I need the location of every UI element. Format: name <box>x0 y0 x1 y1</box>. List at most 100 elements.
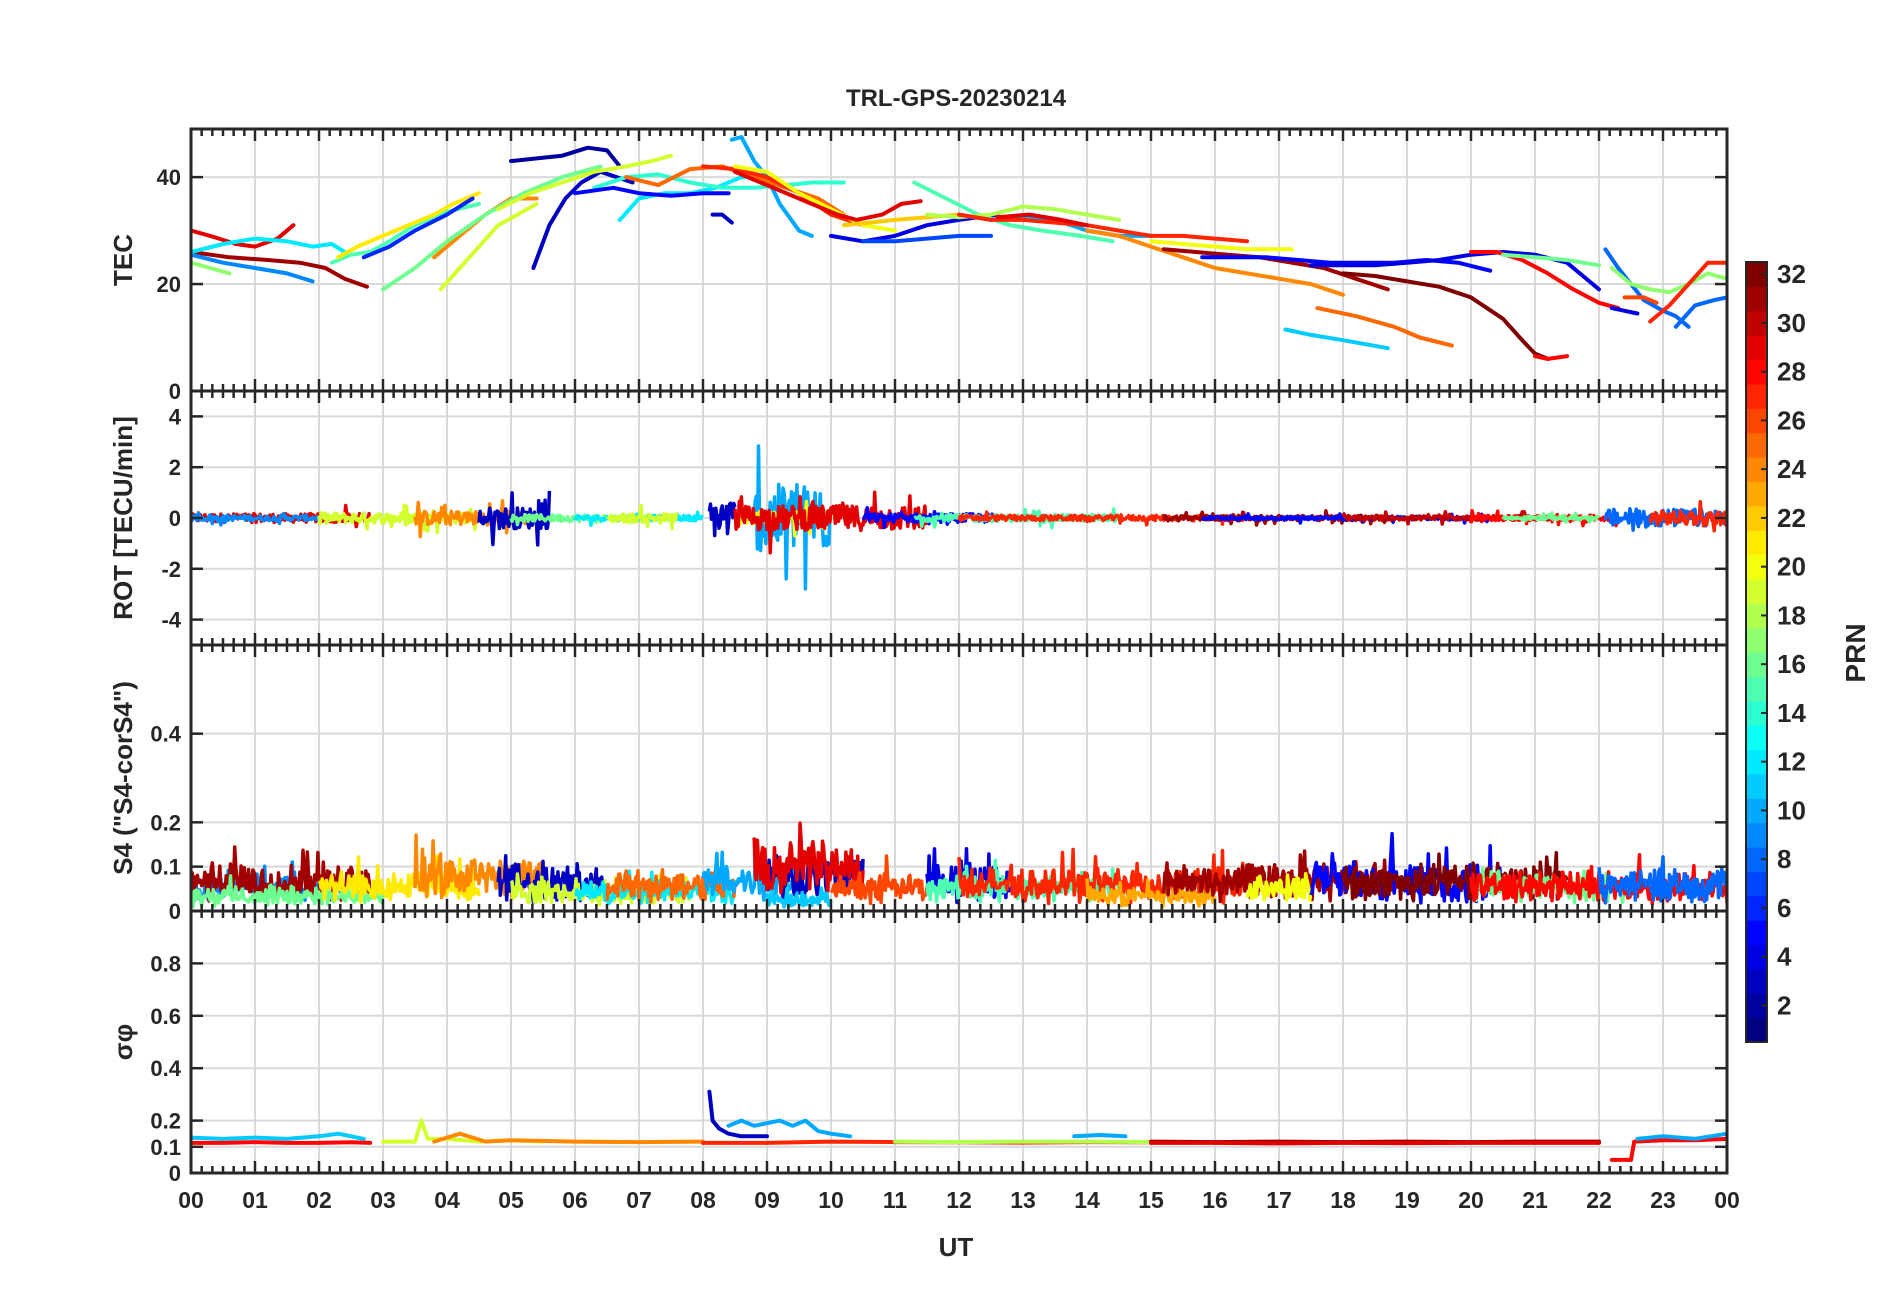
x-tick-label: 07 <box>626 1187 652 1213</box>
colorbar-tick-label: 14 <box>1777 698 1806 728</box>
series-line-prn-32 <box>1341 271 1550 361</box>
y-tick-label: 40 <box>157 165 181 190</box>
y-tick-label: 0.4 <box>150 1056 181 1081</box>
colorbar-segment <box>1746 773 1767 799</box>
series-line-prn-21 <box>317 854 481 904</box>
colorbar-tick-label: 26 <box>1777 405 1806 435</box>
series-line-prn-29 <box>733 490 929 555</box>
series-line-prn-16 <box>191 874 385 909</box>
colorbar-segment <box>1746 871 1767 897</box>
y-tick-label: 20 <box>157 272 181 297</box>
x-tick-label: 12 <box>946 1187 972 1213</box>
x-ticks <box>189 911 1729 1173</box>
colorbar-segment <box>1746 457 1767 482</box>
y-tick-label: 0 <box>169 379 181 404</box>
x-tick-label: 08 <box>690 1187 716 1213</box>
y-axis-label: TEC <box>108 234 138 286</box>
y-axis-label: σφ <box>108 1024 138 1060</box>
series-line-prn-17 <box>1609 266 1727 295</box>
colorbar-label: PRN <box>1840 623 1871 682</box>
series-line-prn-27 <box>1648 260 1727 324</box>
colorbar-segment <box>1746 895 1767 921</box>
x-tick-label: 20 <box>1458 1187 1484 1213</box>
y-tick-label: 0 <box>169 1161 181 1186</box>
colorbar-segment <box>1746 286 1767 312</box>
colorbar-segment <box>1746 554 1767 580</box>
series-line-prn-20 <box>1245 872 1313 903</box>
series-line-prn-9 <box>191 511 321 527</box>
y-tick-label: 0.1 <box>150 1135 181 1160</box>
y-tick-label: 0.2 <box>150 810 181 835</box>
series-line-prn-19 <box>438 201 539 292</box>
colorbar-segment <box>1746 847 1767 872</box>
series-line-prn-26 <box>1622 295 1659 305</box>
panel-2: -4 -2 0 2 4 ROT [TECU/min] <box>108 389 1729 647</box>
series-line-prn-21 <box>336 191 481 260</box>
series-line-prn-28 <box>1533 354 1569 361</box>
panel-4: 00.10.2 0.4 0.6 0.8 σφ <box>108 909 1729 1186</box>
x-tick-label: 22 <box>1586 1187 1612 1213</box>
colorbar-frame <box>1745 261 1768 1043</box>
colorbar-tick-label: 4 <box>1777 942 1792 972</box>
x-axis-label: UT <box>939 1232 974 1262</box>
y-tick-label: 0.2 <box>150 1109 181 1134</box>
series-line-prn-10 <box>1635 1131 1727 1141</box>
colorbar-tick-label: 32 <box>1777 259 1806 289</box>
series-line-prn-8 <box>1603 247 1691 329</box>
colorbar-segment <box>1746 1017 1767 1043</box>
series-line-prn-16 <box>1501 252 1601 268</box>
series-line-prn-8 <box>1673 295 1727 329</box>
y-axis-label: ROT [TECU/min] <box>108 416 138 620</box>
series-group <box>191 135 1727 361</box>
series-line-prn-17 <box>191 260 232 276</box>
series-line-prn-31 <box>1162 849 1396 904</box>
series-line-prn-4 <box>1609 306 1640 316</box>
x-tick-label: 01 <box>242 1187 268 1213</box>
colorbar-segment <box>1746 578 1767 604</box>
y-tick-label: -2 <box>161 557 181 582</box>
colorbar-tick-label: 18 <box>1777 600 1806 630</box>
x-tick-label: 05 <box>498 1187 524 1213</box>
colorbar-segment <box>1746 335 1767 361</box>
series-line-prn-10 <box>726 1118 853 1139</box>
series-line-prn-3 <box>710 212 734 225</box>
colorbar-segment <box>1746 676 1767 702</box>
y-tick-label: 0 <box>169 506 181 531</box>
colorbar-segment <box>1746 408 1767 434</box>
series-line-prn-6 <box>361 196 475 260</box>
series-line-prn-16 <box>381 164 603 292</box>
series-line-prn-3 <box>707 1089 769 1139</box>
y-tick-label: 0.1 <box>150 855 181 880</box>
y-tick-label: 4 <box>169 404 182 429</box>
colorbar-segment <box>1746 993 1767 1019</box>
series-group <box>191 821 1727 909</box>
colorbar-tick-label: 16 <box>1777 649 1806 679</box>
series-line-prn-20 <box>1149 239 1294 252</box>
series-line-prn-25 <box>1315 306 1454 348</box>
series-line-prn-28 <box>1469 250 1621 311</box>
series-line-prn-3 <box>531 169 635 270</box>
series-line-prn-29 <box>995 212 1089 228</box>
series-line-prn-10 <box>1072 1133 1128 1139</box>
x-tick-label: 09 <box>754 1187 780 1213</box>
colorbar-segment <box>1746 968 1767 994</box>
series-line-prn-2 <box>509 145 622 169</box>
panel-1: 0 20 40 TEC <box>108 127 1729 404</box>
series-line-prn-9 <box>191 252 315 284</box>
series-line-prn-24 <box>413 833 545 901</box>
colorbar-tick-label: 12 <box>1777 747 1806 777</box>
y-tick-label: 0 <box>169 899 181 924</box>
series-line-prn-15 <box>329 201 481 265</box>
x-tick-label: 19 <box>1394 1187 1420 1213</box>
colorbar-segment <box>1746 652 1767 677</box>
colorbar-tick-label: 20 <box>1777 552 1806 582</box>
colorbar-segment <box>1746 798 1767 824</box>
series-line-prn-14 <box>592 172 846 190</box>
colorbar-segment <box>1746 603 1767 629</box>
x-tick-label: 18 <box>1330 1187 1356 1213</box>
series-line-prn-19 <box>496 153 673 212</box>
colorbar-tick-label: 8 <box>1777 844 1791 874</box>
series-line-prn-29 <box>191 223 296 249</box>
panel-3: 0 0.1 0.2 0.4 S4 ("S4-corS4") <box>108 643 1729 924</box>
